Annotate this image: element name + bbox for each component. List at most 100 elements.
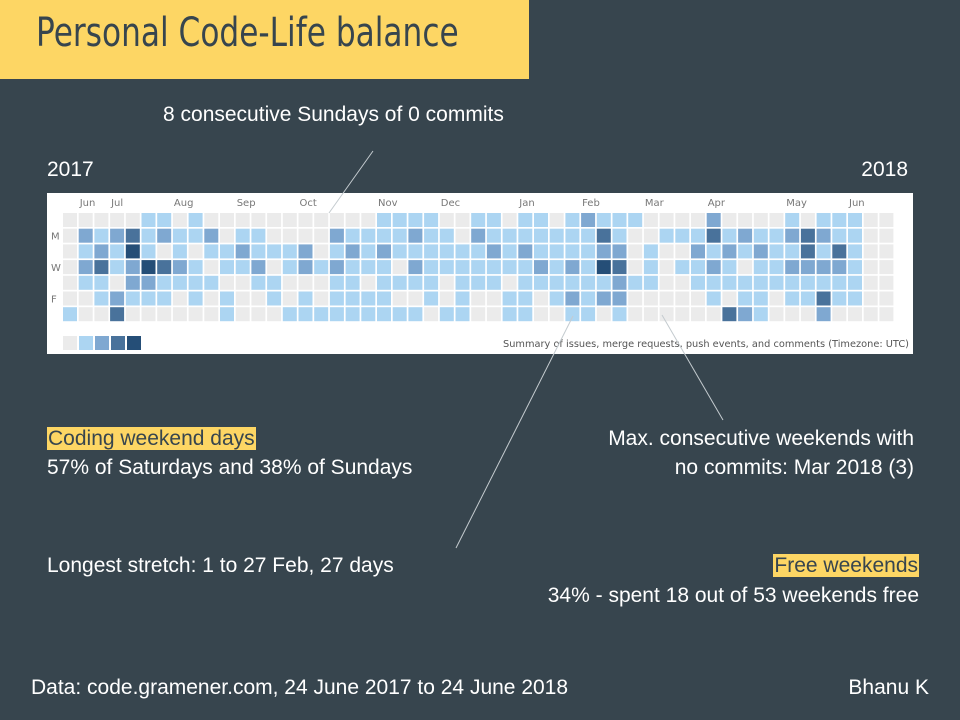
heatmap-cell [235, 291, 250, 306]
heatmap-cell [392, 275, 407, 290]
heatmap-cell [361, 275, 376, 290]
heatmap-cell [565, 213, 580, 227]
heatmap-cell [392, 291, 407, 306]
heatmap-cell [565, 291, 580, 306]
heatmap-cell [706, 275, 721, 290]
heatmap-cell [314, 260, 329, 275]
heatmap-cell [722, 291, 737, 306]
heatmap-cell [816, 275, 831, 290]
heatmap-cell [549, 291, 564, 306]
heatmap-cell [848, 275, 862, 290]
heatmap-cell [78, 260, 93, 275]
heatmap-cell [298, 291, 313, 306]
heatmap-cell [94, 228, 109, 243]
heatmap-cell [439, 260, 454, 275]
heatmap-cell [110, 244, 125, 259]
data-source-footer: Data: code.gramener.com, 24 June 2017 to… [31, 676, 569, 699]
heatmap-cell [879, 244, 894, 259]
heatmap-cell [78, 291, 93, 306]
heatmap-cell [314, 275, 329, 290]
heatmap-cell [738, 244, 753, 259]
heatmap-cell [518, 213, 533, 227]
heatmap-cell [628, 291, 643, 306]
heatmap-cell [361, 260, 376, 275]
heatmap-cell [345, 213, 360, 227]
heatmap-cell [769, 213, 784, 227]
heatmap-cell [518, 228, 533, 243]
heatmap-cell [753, 213, 768, 227]
heatmap-cell [63, 275, 77, 290]
heatmap-cell [94, 275, 109, 290]
heatmap-cell [63, 260, 77, 275]
day-label-M: M [51, 232, 60, 243]
heatmap-cell [518, 260, 533, 275]
heatmap-cell [628, 228, 643, 243]
heatmap-cell [800, 244, 815, 259]
heatmap-cell [157, 307, 172, 322]
heatmap-cell [267, 275, 282, 290]
heatmap-cell [691, 228, 705, 243]
heatmap-cell [706, 291, 721, 306]
heatmap-cell [675, 213, 690, 227]
heatmap-cell [282, 213, 297, 227]
heatmap-cell [769, 228, 784, 243]
heatmap-cell [769, 307, 784, 322]
heatmap-cell [706, 213, 721, 227]
heatmap-cell [486, 291, 501, 306]
heatmap-cell [879, 260, 894, 275]
heatmap-cell [345, 275, 360, 290]
heatmap-cell [848, 213, 862, 227]
heatmap-cell [267, 307, 282, 322]
heatmap-cell [329, 213, 344, 227]
heatmap-cell [722, 228, 737, 243]
heatmap-cell [220, 307, 234, 322]
heatmap-cell [863, 244, 878, 259]
heatmap-cell [502, 213, 517, 227]
heatmap-cell [848, 291, 862, 306]
heatmap-cell [879, 307, 894, 322]
month-label-5: Nov [378, 198, 398, 209]
heatmap-cell [800, 307, 815, 322]
heatmap-cell [549, 213, 564, 227]
heatmap-cell [298, 228, 313, 243]
heatmap-cell [471, 307, 486, 322]
heatmap-cell [298, 260, 313, 275]
heatmap-cell [722, 213, 737, 227]
heatmap-cell [816, 260, 831, 275]
heatmap-cell [204, 213, 219, 227]
heatmap-cell [832, 291, 847, 306]
heatmap-cell [78, 244, 93, 259]
heatmap-cell [675, 307, 690, 322]
heatmap-cell [172, 291, 187, 306]
heatmap-cell [377, 275, 391, 290]
heatmap-cell [596, 275, 611, 290]
heatmap-cell [110, 307, 125, 322]
heatmap-cell [78, 213, 93, 227]
heatmap-cell [329, 228, 344, 243]
heatmap-cell [675, 275, 690, 290]
heatmap-cell [220, 260, 234, 275]
heatmap-cell [408, 275, 423, 290]
heatmap-cell [643, 244, 658, 259]
heatmap-cell [879, 275, 894, 290]
heatmap-cell [769, 275, 784, 290]
heatmap-cell [439, 291, 454, 306]
heatmap-cell [565, 275, 580, 290]
heatmap-cell [361, 228, 376, 243]
heatmap-cell [691, 213, 705, 227]
heatmap-cell [816, 244, 831, 259]
heatmap-cell [502, 307, 517, 322]
heatmap-cell [565, 228, 580, 243]
heatmap-cell [251, 291, 266, 306]
heatmap-cell [738, 260, 753, 275]
heatmap-cell [534, 213, 548, 227]
heatmap-cell [675, 291, 690, 306]
heatmap-cell [94, 291, 109, 306]
month-label-12: Jun [848, 198, 865, 209]
heatmap-cell [282, 307, 297, 322]
heatmap-cell [612, 244, 627, 259]
title-banner [0, 0, 529, 79]
heatmap-cell [110, 275, 125, 290]
heatmap-cell [612, 260, 627, 275]
heatmap-cell [455, 307, 470, 322]
